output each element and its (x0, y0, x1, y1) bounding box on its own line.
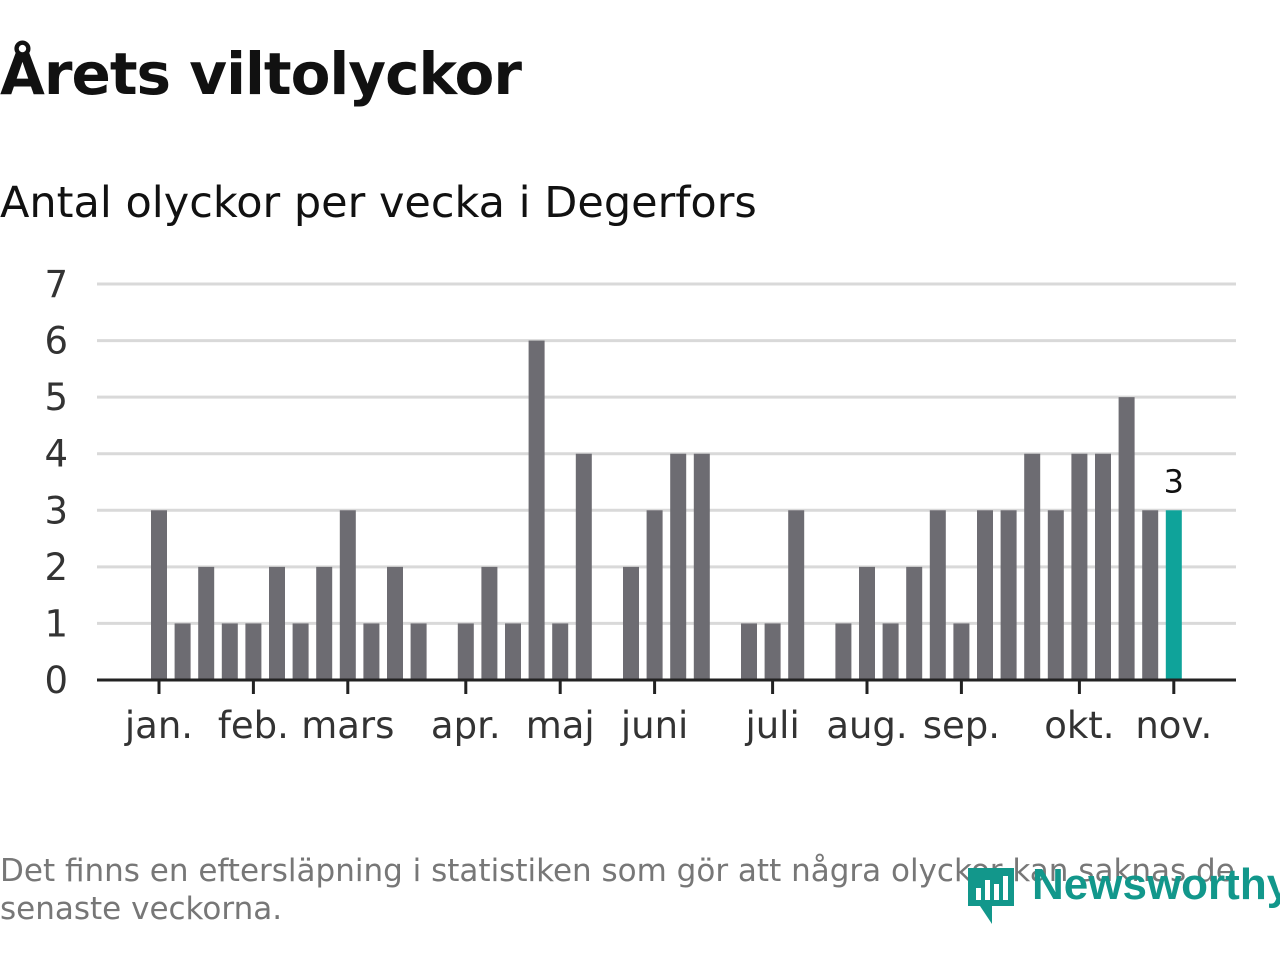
bar-week-39 (1000, 510, 1017, 680)
x-tick-label: mars (301, 704, 394, 747)
bar-week-42 (1071, 453, 1088, 680)
bar-highlight-week-46 (1165, 510, 1182, 680)
chart-title: Årets viltolyckor (0, 40, 522, 108)
bar-week-3 (151, 510, 167, 680)
y-tick-label: 0 (44, 659, 68, 702)
logo-icon (968, 868, 1014, 924)
bar-week-25 (670, 453, 687, 680)
bar-week-12 (363, 623, 380, 680)
x-tick-label: juli (744, 704, 799, 747)
chart-subtitle: Antal olyckor per vecka i Degerfors (0, 178, 757, 228)
bar-week-10 (316, 566, 333, 680)
bar-week-43 (1095, 453, 1111, 680)
bar-week-35 (906, 566, 923, 680)
x-tick-label: maj (526, 704, 595, 747)
bar-week-23 (623, 566, 639, 680)
bar-week-45 (1142, 510, 1159, 680)
bar-week-16 (457, 623, 474, 680)
x-tick-label: apr. (431, 704, 501, 747)
bar-week-11 (339, 510, 356, 680)
bar-week-18 (505, 623, 521, 680)
bar-week-37 (953, 623, 970, 680)
x-tick-label: aug. (826, 704, 907, 747)
bar-week-4 (174, 623, 191, 680)
bar-week-14 (410, 623, 427, 680)
bar-week-36 (929, 510, 946, 680)
bar-week-8 (269, 566, 285, 680)
bar-chart: 0 1 2 3 4 5 6 7 jan. feb. mars apr. maj juni juli aug.… (44, 263, 1236, 747)
bar-week-32 (835, 623, 852, 680)
bar-week-28 (741, 623, 757, 680)
y-tick-label: 2 (44, 546, 68, 589)
y-tick-label: 6 (44, 320, 68, 363)
y-tick-label: 5 (44, 376, 68, 419)
bar-week-44 (1118, 397, 1135, 680)
bar-week-17 (481, 566, 498, 680)
bar-week-21 (575, 453, 592, 680)
bars (151, 340, 1182, 680)
bar-week-33 (859, 566, 875, 680)
bar-week-29 (764, 623, 781, 680)
x-tick-label: okt. (1044, 704, 1114, 747)
brand-name: Newsworthy (1032, 860, 1280, 909)
highlight-data-label: 3 (1164, 462, 1184, 500)
bar-week-5 (198, 566, 215, 680)
bar-week-30 (788, 510, 805, 680)
gridlines (97, 282, 1236, 625)
x-tick-label: juni (620, 704, 688, 747)
x-axis: jan. feb. mars apr. maj juni juli aug. sep. okt. n… (97, 678, 1236, 747)
bar-week-38 (977, 510, 993, 680)
bar-week-41 (1047, 510, 1064, 680)
y-tick-label: 7 (44, 263, 68, 306)
data-labels: 3 (1164, 462, 1184, 500)
x-tick-label: feb. (218, 704, 289, 747)
newsworthy-logo: Newsworthy (962, 858, 1280, 930)
y-axis-ticks: 0 1 2 3 4 5 6 7 (44, 263, 68, 702)
x-tick-label: sep. (923, 704, 1000, 747)
bar-week-20 (552, 623, 569, 680)
bar-week-9 (292, 623, 309, 680)
bar-week-26 (693, 453, 710, 680)
x-tick-label: jan. (124, 704, 193, 747)
bar-week-34 (882, 623, 899, 680)
y-tick-label: 1 (44, 602, 68, 645)
bar-week-40 (1024, 453, 1041, 680)
bar-week-24 (646, 510, 663, 680)
bar-week-6 (221, 623, 238, 680)
footnote: Det finns en eftersläpning i statistiken… (0, 853, 1235, 927)
y-tick-label: 3 (44, 489, 68, 532)
bar-week-7 (245, 623, 262, 680)
bar-week-13 (387, 566, 403, 680)
bar-week-19 (528, 340, 545, 680)
x-tick-label: nov. (1135, 704, 1212, 747)
y-tick-label: 4 (44, 433, 68, 476)
